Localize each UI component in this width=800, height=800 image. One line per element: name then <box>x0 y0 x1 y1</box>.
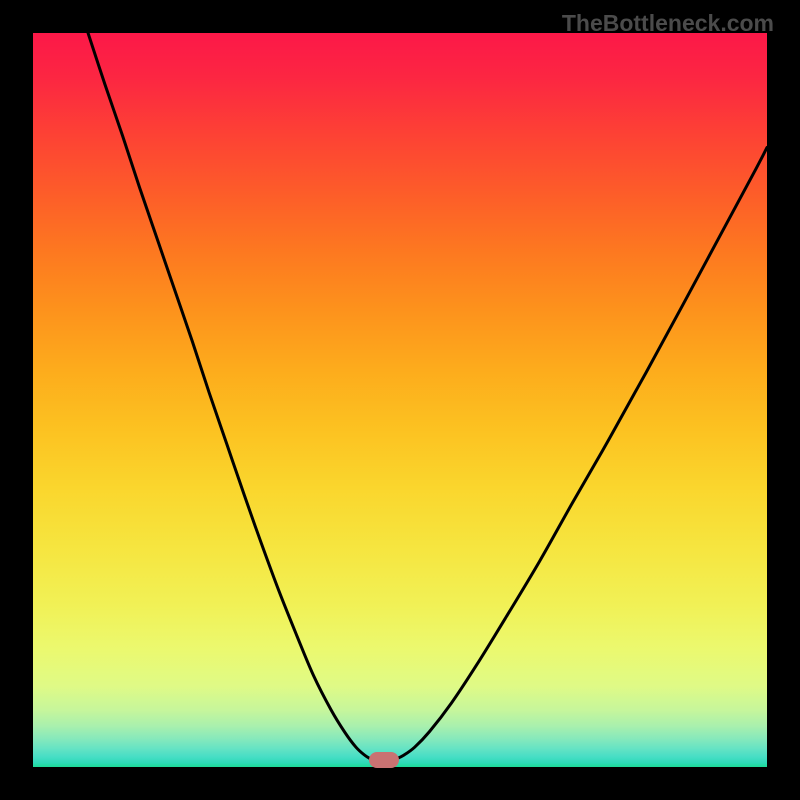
plot-area <box>33 33 767 767</box>
right-curve <box>396 148 767 759</box>
left-curve <box>88 33 371 759</box>
curve-layer <box>33 33 767 767</box>
chart-container: TheBottleneck.com <box>0 0 800 800</box>
watermark-text: TheBottleneck.com <box>562 10 774 37</box>
minimum-marker <box>369 752 399 768</box>
